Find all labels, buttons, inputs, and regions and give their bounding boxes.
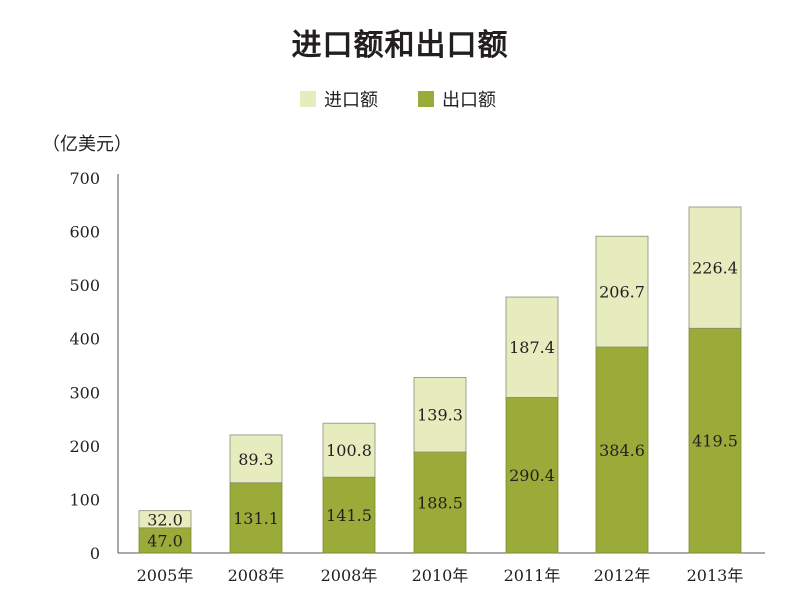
bar-import (229, 434, 283, 484)
x-tick-label: 2005年 (137, 566, 194, 585)
x-tick-label: 2008年 (321, 566, 378, 585)
x-tick-label: 2008年 (228, 566, 285, 585)
y-tick-label: 0 (90, 544, 100, 563)
y-tick-label: 600 (69, 223, 100, 242)
data-label-import: 89.3 (238, 450, 274, 469)
x-tick-label: 2011年 (504, 566, 561, 585)
y-tick-label: 200 (69, 437, 100, 456)
y-tick-label: 500 (69, 276, 100, 295)
y-tick-label: 100 (69, 490, 100, 509)
legend-item-import: 进口额 (300, 86, 378, 112)
y-axis-unit-label: （亿美元） (42, 134, 132, 155)
data-label-export: 188.5 (417, 494, 463, 513)
bar-import (413, 376, 467, 453)
legend-swatch-import (300, 91, 316, 107)
bar-import (505, 296, 559, 398)
data-label-export: 290.4 (509, 466, 555, 485)
y-tick-label: 700 (69, 169, 100, 188)
data-label-import: 206.7 (599, 283, 645, 302)
y-tick-label: 400 (69, 330, 100, 349)
bar-import (595, 235, 649, 348)
data-label-export: 141.5 (326, 506, 372, 525)
legend-swatch-export (418, 91, 434, 107)
data-label-import: 100.8 (326, 441, 372, 460)
chart-title: 进口额和出口额 (291, 28, 509, 63)
bar-import (322, 422, 376, 478)
legend-label-export: 出口额 (442, 90, 496, 111)
data-label-export: 419.5 (692, 432, 738, 451)
legend-label-import: 进口额 (324, 90, 378, 111)
legend: 进口额 出口额 (0, 86, 800, 112)
x-tick-label: 2012年 (594, 566, 651, 585)
data-label-import: 139.3 (417, 406, 463, 425)
bar-export (413, 451, 467, 554)
bar-export (595, 346, 649, 554)
bar-export (138, 527, 192, 554)
data-label-import: 226.4 (692, 259, 738, 278)
data-label-export: 384.6 (599, 441, 645, 460)
data-label-import: 32.0 (147, 510, 183, 529)
y-tick-label: 300 (69, 383, 100, 402)
legend-item-export: 出口额 (418, 86, 496, 112)
bar-export (688, 327, 742, 554)
bar-import (688, 206, 742, 329)
bar-export (322, 476, 376, 554)
data-label-export: 47.0 (147, 531, 183, 550)
data-label-import: 187.4 (509, 338, 555, 357)
x-tick-label: 2013年 (687, 566, 744, 585)
bar-import (138, 510, 192, 529)
data-label-export: 131.1 (233, 509, 279, 528)
x-tick-label: 2010年 (412, 566, 469, 585)
